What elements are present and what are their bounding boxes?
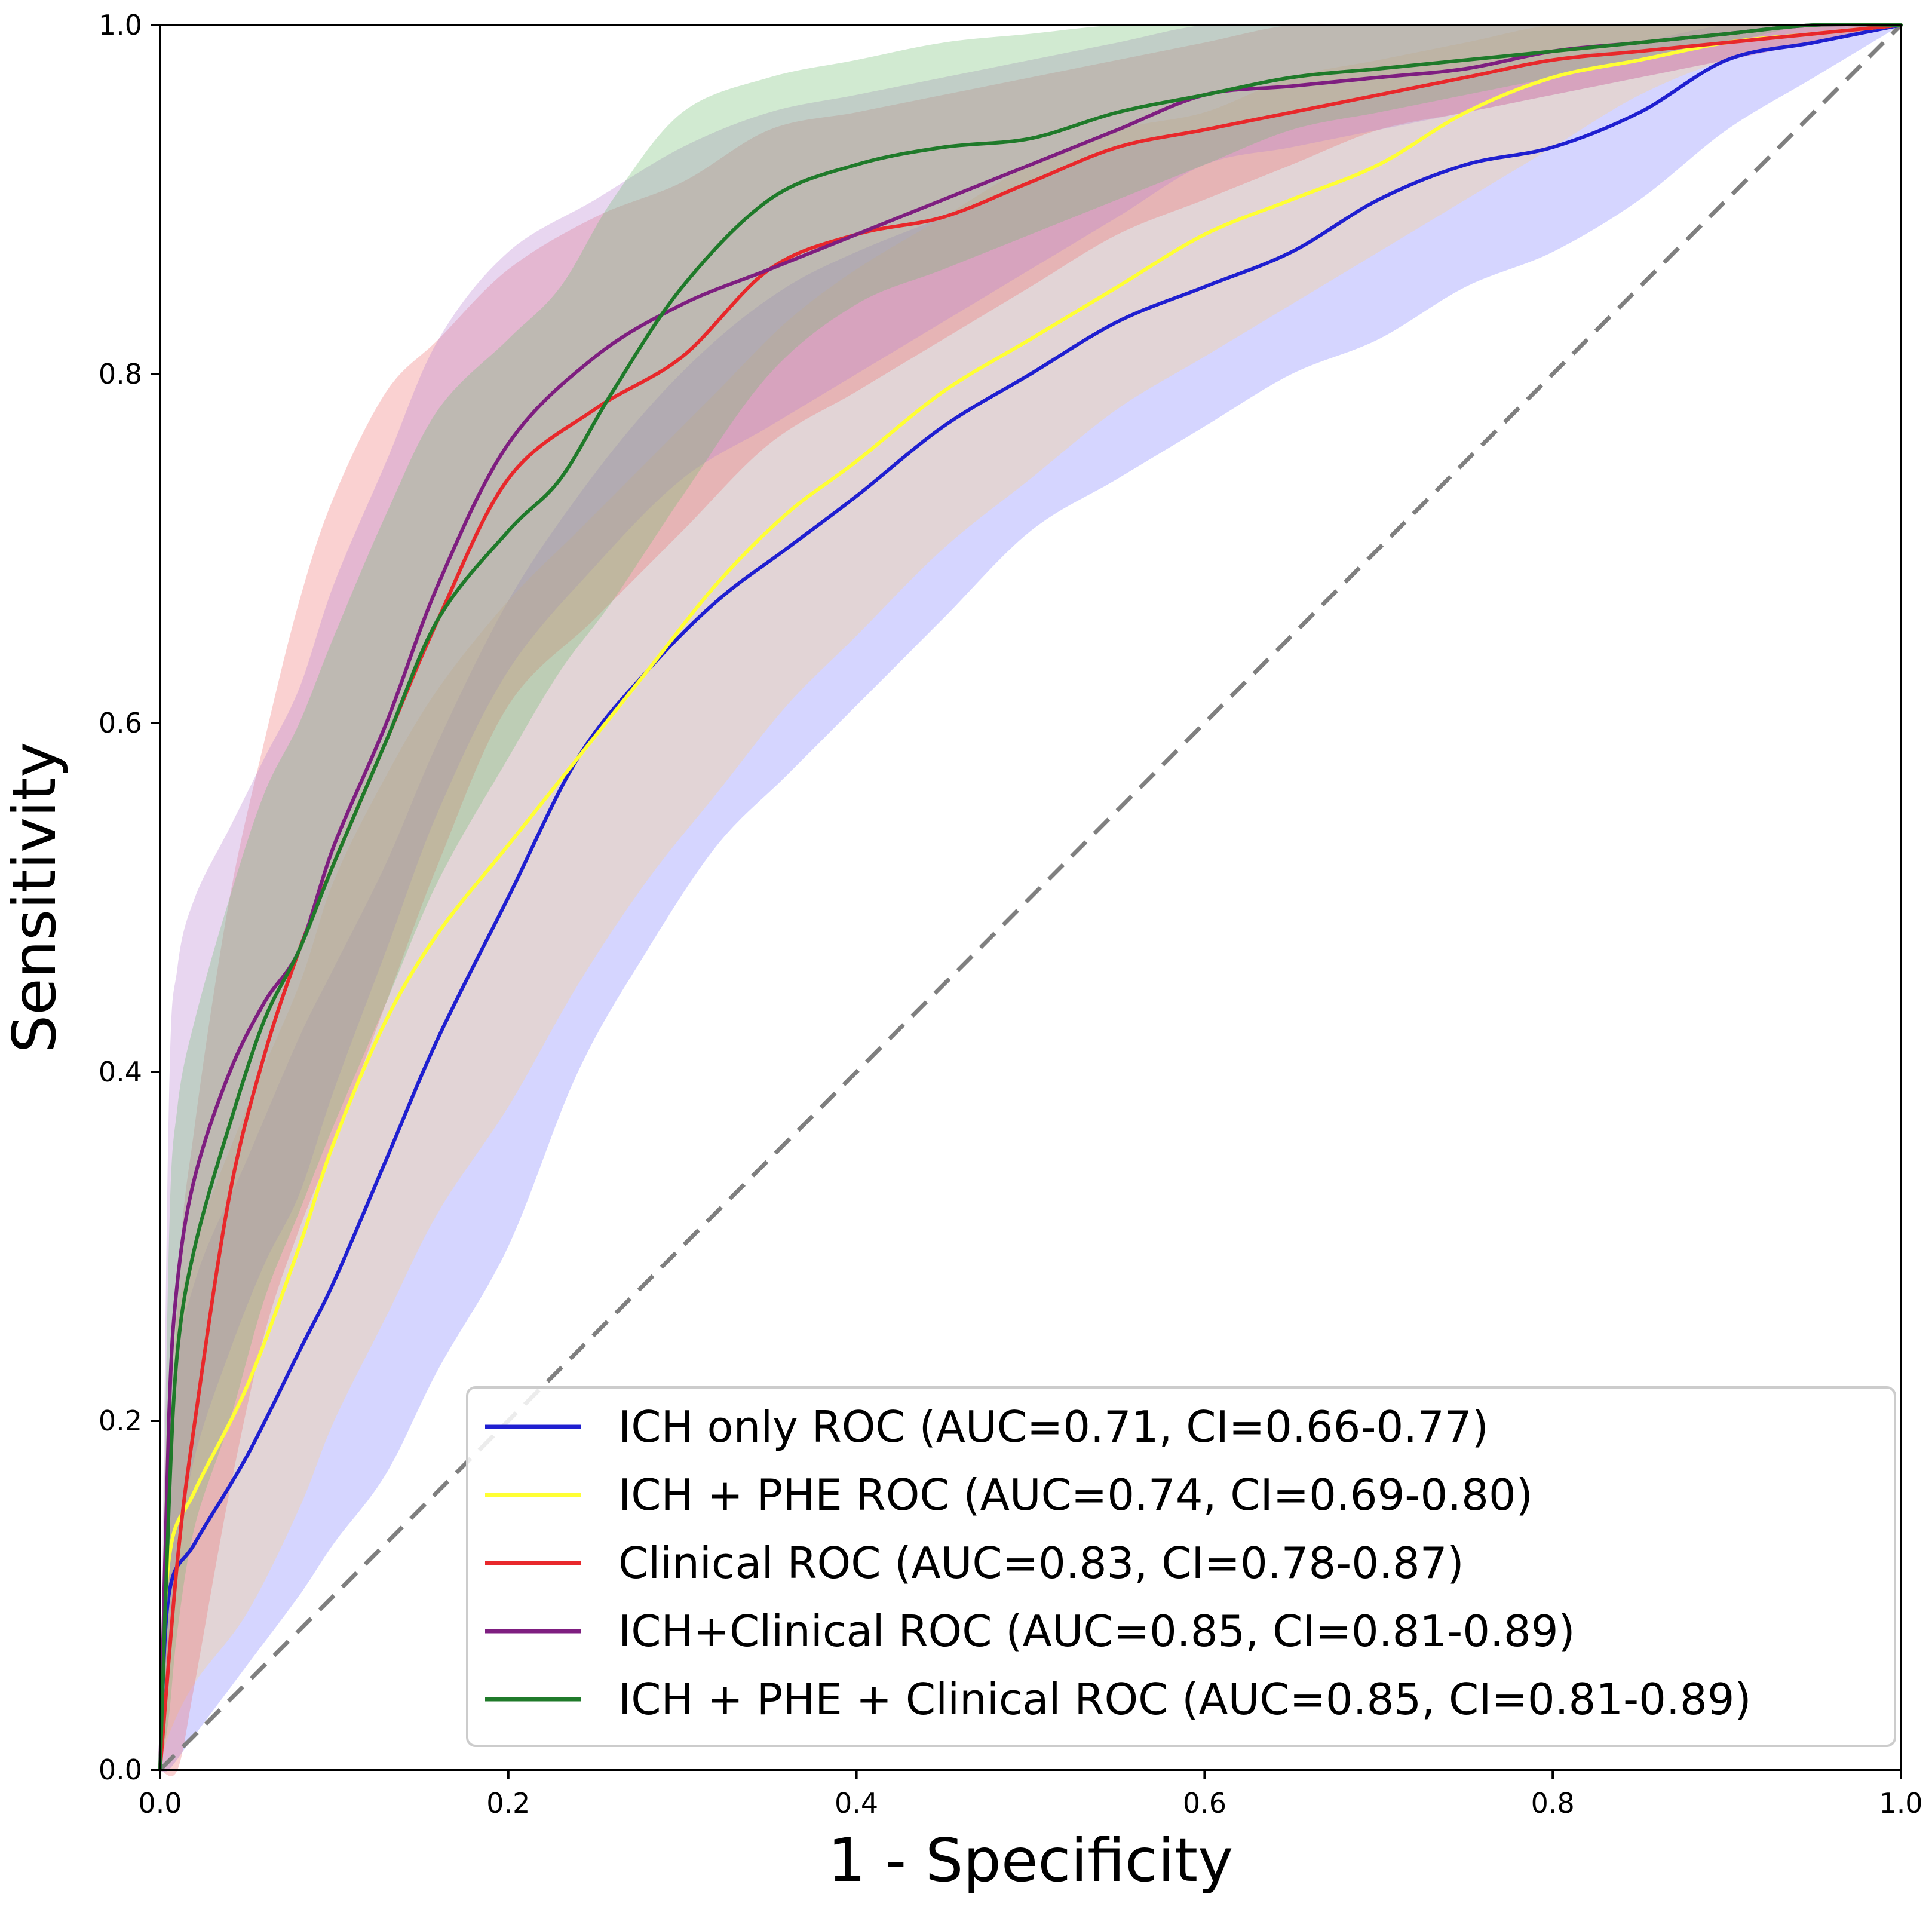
x-axis-label: 1 - Specificity [828,1825,1234,1895]
y-axis-ticks: 0.0 0.2 0.4 0.6 0.8 1.0 [99,9,160,1786]
legend-box [466,1386,1896,1747]
roc-curve-3 [158,23,1903,1772]
y-tick-label: 0.6 [99,707,142,739]
y-tick-label: 1.0 [99,9,142,41]
axes-frame [159,24,1902,1771]
y-tick-label: 0.2 [99,1405,142,1437]
legend-label-4: ICH+Clinical ROC (AUC=0.85, CI=0.81-0.89… [618,1606,1575,1656]
y-tick-label: 0.4 [99,1056,142,1088]
roc-curves [158,22,1903,1772]
legend-label-3: Clinical ROC (AUC=0.83, CI=0.78-0.87) [618,1538,1464,1588]
x-axis-ticks: 0.0 0.2 0.4 0.6 0.8 1.0 [138,1770,1923,1819]
roc-curve-1 [158,23,1903,1772]
roc-curve-4 [158,22,1903,1772]
chance-diagonal-line [158,23,1903,1772]
x-tick-label: 0.4 [835,1787,878,1819]
confidence-band-3 [160,23,1901,1776]
x-tick-label: 0.8 [1531,1787,1575,1819]
x-tick-label: 1.0 [1879,1787,1922,1819]
confidence-band-5 [160,23,1901,1770]
legend-label-1: ICH only ROC (AUC=0.71, CI=0.66-0.77) [618,1402,1489,1452]
y-axis-label: Sensitivity [0,742,69,1053]
x-tick-label: 0.0 [138,1787,182,1819]
y-tick-label: 0.8 [99,358,142,390]
x-tick-label: 0.2 [486,1787,530,1819]
roc-curve-5 [158,22,1903,1772]
x-tick-label: 0.6 [1183,1787,1226,1819]
legend-items: ICH only ROC (AUC=0.71, CI=0.66-0.77) ICH… [485,1402,1752,1724]
confidence-band-4 [160,23,1901,1770]
legend-label-5: ICH + PHE + Clinical ROC (AUC=0.85, CI=0… [618,1674,1752,1724]
roc-curve-2 [158,23,1903,1772]
legend: ICH only ROC (AUC=0.71, CI=0.66-0.77) ICH… [466,1386,1896,1747]
y-tick-label: 0.0 [99,1754,142,1786]
legend-label-2: ICH + PHE ROC (AUC=0.74, CI=0.69-0.80) [618,1470,1533,1520]
